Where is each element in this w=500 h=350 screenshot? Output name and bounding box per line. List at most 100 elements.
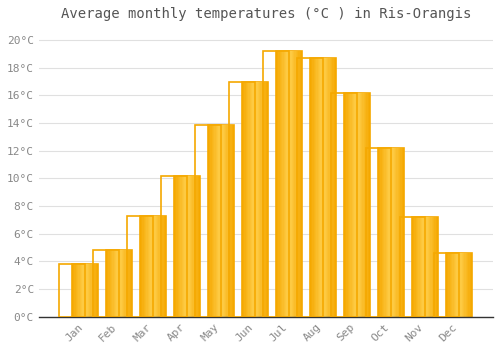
- Bar: [232, 125, 233, 317]
- Bar: [230, 82, 255, 317]
- Bar: [86, 264, 88, 317]
- Bar: [348, 93, 349, 317]
- Bar: [281, 51, 282, 317]
- Bar: [383, 148, 384, 317]
- Bar: [412, 217, 438, 317]
- Bar: [157, 216, 158, 317]
- Bar: [451, 253, 452, 317]
- Bar: [391, 148, 392, 317]
- Bar: [213, 125, 214, 317]
- Bar: [388, 148, 390, 317]
- Bar: [386, 148, 387, 317]
- Bar: [120, 250, 122, 317]
- Bar: [349, 93, 350, 317]
- Bar: [145, 216, 146, 317]
- Bar: [225, 125, 226, 317]
- Bar: [346, 93, 348, 317]
- Bar: [290, 51, 292, 317]
- Bar: [394, 148, 395, 317]
- Bar: [326, 58, 327, 317]
- Bar: [254, 82, 255, 317]
- Bar: [364, 93, 365, 317]
- Bar: [106, 250, 132, 317]
- Bar: [212, 125, 213, 317]
- Bar: [94, 250, 119, 317]
- Bar: [84, 264, 85, 317]
- Bar: [149, 216, 150, 317]
- Bar: [260, 82, 262, 317]
- Bar: [400, 217, 425, 317]
- Bar: [148, 216, 149, 317]
- Bar: [244, 82, 246, 317]
- Bar: [94, 264, 96, 317]
- Bar: [247, 82, 248, 317]
- Bar: [286, 51, 288, 317]
- Bar: [470, 253, 471, 317]
- Bar: [323, 58, 324, 317]
- Bar: [150, 216, 152, 317]
- Bar: [152, 216, 153, 317]
- Bar: [214, 125, 216, 317]
- Bar: [332, 58, 334, 317]
- Bar: [422, 217, 424, 317]
- Bar: [226, 125, 228, 317]
- Bar: [183, 176, 184, 317]
- Bar: [399, 148, 400, 317]
- Bar: [345, 93, 346, 317]
- Bar: [437, 217, 438, 317]
- Bar: [361, 93, 362, 317]
- Bar: [196, 125, 221, 317]
- Bar: [446, 253, 472, 317]
- Bar: [93, 264, 94, 317]
- Bar: [365, 93, 366, 317]
- Bar: [412, 217, 413, 317]
- Bar: [358, 93, 360, 317]
- Bar: [464, 253, 466, 317]
- Bar: [428, 217, 429, 317]
- Bar: [180, 176, 182, 317]
- Bar: [216, 125, 217, 317]
- Bar: [398, 148, 399, 317]
- Bar: [164, 216, 165, 317]
- Bar: [80, 264, 81, 317]
- Bar: [176, 176, 178, 317]
- Bar: [344, 93, 370, 317]
- Bar: [387, 148, 388, 317]
- Bar: [250, 82, 251, 317]
- Bar: [280, 51, 281, 317]
- Bar: [471, 253, 472, 317]
- Bar: [88, 264, 89, 317]
- Bar: [107, 250, 108, 317]
- Bar: [354, 93, 356, 317]
- Bar: [78, 264, 80, 317]
- Bar: [316, 58, 318, 317]
- Bar: [92, 264, 93, 317]
- Bar: [208, 125, 209, 317]
- Bar: [327, 58, 328, 317]
- Bar: [418, 217, 420, 317]
- Bar: [454, 253, 455, 317]
- Bar: [314, 58, 315, 317]
- Bar: [161, 216, 162, 317]
- Bar: [276, 51, 277, 317]
- Bar: [413, 217, 414, 317]
- Bar: [233, 125, 234, 317]
- Bar: [267, 82, 268, 317]
- Bar: [468, 253, 469, 317]
- Bar: [288, 51, 289, 317]
- Bar: [123, 250, 124, 317]
- Bar: [334, 58, 335, 317]
- Bar: [284, 51, 285, 317]
- Bar: [312, 58, 314, 317]
- Bar: [243, 82, 244, 317]
- Bar: [196, 176, 198, 317]
- Bar: [127, 250, 128, 317]
- Bar: [396, 148, 398, 317]
- Bar: [229, 125, 230, 317]
- Bar: [425, 217, 426, 317]
- Bar: [174, 176, 200, 317]
- Bar: [350, 93, 352, 317]
- Bar: [122, 250, 123, 317]
- Bar: [85, 264, 86, 317]
- Bar: [424, 217, 425, 317]
